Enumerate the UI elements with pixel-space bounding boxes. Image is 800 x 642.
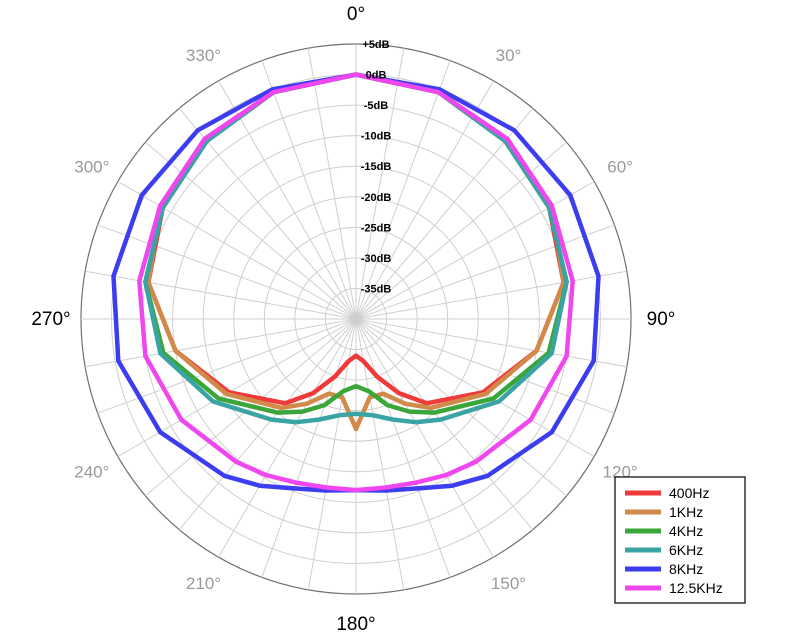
- radial-tick-label: -35dB: [361, 283, 392, 295]
- radial-tick-label: +5dB: [362, 39, 389, 51]
- grid-spoke: [218, 80, 357, 320]
- grid-spoke: [261, 318, 357, 578]
- legend-label: 6KHz: [669, 542, 703, 558]
- radial-tick-label: -30dB: [361, 253, 392, 265]
- angle-tick-label: 180°: [336, 614, 375, 635]
- grid-spoke: [355, 48, 405, 320]
- radial-tick-label: -15dB: [361, 161, 392, 173]
- legend-box: [614, 476, 746, 604]
- grid-spoke: [97, 224, 357, 320]
- radial-tick-label: -10dB: [361, 131, 392, 143]
- radial-tick-label: -25dB: [361, 222, 392, 234]
- legend-label: 12.5KHz: [669, 580, 723, 596]
- grid-spoke: [355, 270, 627, 320]
- grid-spoke: [307, 48, 357, 320]
- grid-spoke: [355, 108, 534, 320]
- grid-spoke: [355, 318, 534, 530]
- grid-spoke: [355, 318, 494, 558]
- radial-tick-label: 0dB: [366, 70, 387, 82]
- angle-tick-label: 90°: [647, 309, 676, 330]
- angle-tick-label: 30°: [496, 46, 522, 65]
- series-line-6KHz: [143, 72, 569, 425]
- angle-tick-label: 330°: [186, 46, 221, 65]
- grid-spoke: [355, 80, 494, 320]
- legend-label: 1KHz: [669, 504, 703, 520]
- radial-tick-label: -5dB: [364, 100, 389, 112]
- grid-spoke: [355, 60, 451, 320]
- angle-tick-label: 150°: [491, 574, 526, 593]
- angle-tick-label: 210°: [186, 574, 221, 593]
- grid-spoke: [261, 60, 357, 320]
- grid-spoke: [178, 108, 357, 320]
- legend-label: 4KHz: [669, 523, 703, 539]
- angle-tick-label: 60°: [607, 158, 633, 177]
- grid-spoke: [355, 181, 595, 320]
- angle-tick-label: 240°: [74, 463, 109, 482]
- legend: 400Hz 1KHz 4KHz 6KHz 8KHz 12.5KHz: [614, 476, 746, 604]
- grid-spoke: [355, 318, 451, 578]
- legend-label: 400Hz: [669, 485, 709, 501]
- angle-tick-label: 0°: [347, 4, 365, 25]
- angle-tick-label: 300°: [74, 158, 109, 177]
- series-line-12.5KHz: [137, 72, 575, 493]
- radial-tick-labels: +5dB 0dB -5dB -10dB -15dB -20dB -25dB -30dB -35d…: [361, 39, 392, 295]
- grid-spoke: [355, 318, 627, 368]
- grid-spoke: [85, 318, 357, 368]
- grid-spoke: [117, 318, 357, 457]
- legend-label: 8KHz: [669, 561, 703, 577]
- grid-spoke: [117, 181, 357, 320]
- grid-spoke: [355, 224, 615, 320]
- radial-tick-label: -20dB: [361, 192, 392, 204]
- grid-spoke: [178, 318, 357, 530]
- series-lines: [111, 72, 601, 493]
- angle-tick-label: 270°: [31, 309, 70, 330]
- grid-spoke: [218, 318, 357, 558]
- grid-spoke: [85, 270, 357, 320]
- grid-spoke: [355, 318, 595, 457]
